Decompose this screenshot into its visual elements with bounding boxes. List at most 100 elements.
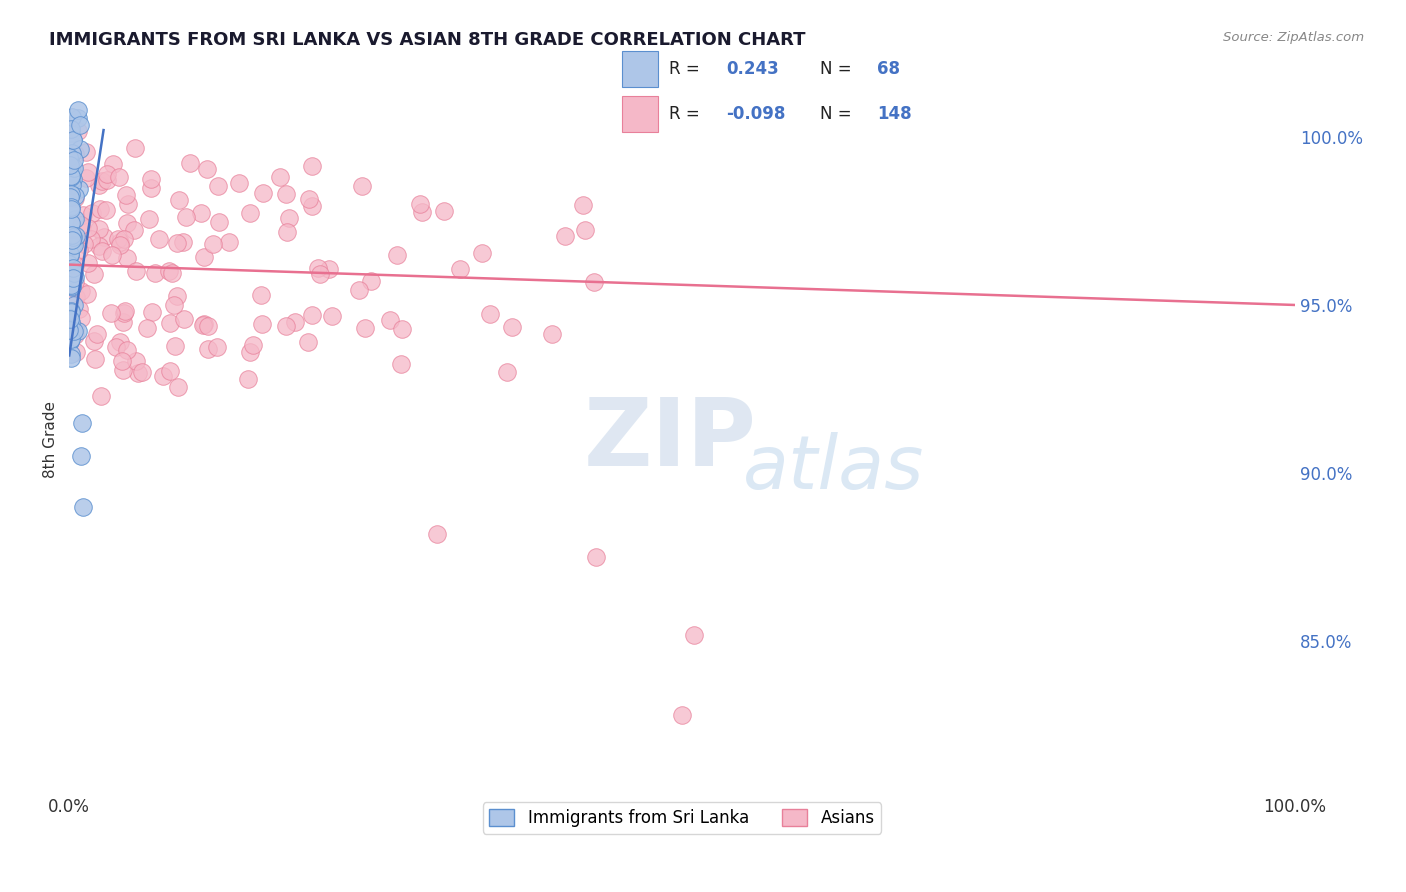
Point: [127, 367, 149, 381]
Point: [83, 268, 105, 282]
Point: [60, 110, 83, 124]
Point: [60, 351, 83, 366]
Point: [62, 260, 84, 275]
Point: [585, 550, 607, 565]
Point: [65, 229, 87, 244]
Point: [479, 307, 502, 321]
Point: [67, 243, 90, 257]
Point: [277, 211, 299, 226]
Point: [157, 264, 180, 278]
Point: [60, 202, 83, 217]
Point: [69, 450, 91, 464]
Point: [60, 279, 83, 293]
Point: [554, 229, 576, 244]
Point: [197, 343, 219, 357]
Point: [65, 191, 87, 205]
Point: [141, 305, 163, 319]
Point: [380, 313, 402, 327]
FancyBboxPatch shape: [623, 51, 658, 87]
Point: [239, 206, 262, 220]
Point: [65, 345, 87, 359]
Point: [122, 223, 145, 237]
Point: [62, 324, 84, 338]
Point: [62, 132, 84, 146]
Point: [65, 258, 87, 272]
Point: [86, 327, 108, 342]
Point: [160, 266, 183, 280]
Point: [115, 216, 138, 230]
Point: [65, 327, 87, 342]
Point: [62, 133, 84, 147]
Point: [62, 267, 84, 281]
Point: [63, 161, 86, 175]
Point: [59, 312, 82, 326]
Point: [143, 266, 166, 280]
Text: N =: N =: [820, 60, 851, 78]
Point: [67, 111, 90, 125]
Legend: Immigrants from Sri Lanka, Asians: Immigrants from Sri Lanka, Asians: [482, 802, 882, 834]
Point: [60, 315, 83, 329]
Point: [70, 416, 93, 430]
Point: [495, 365, 517, 379]
Point: [159, 316, 181, 330]
Point: [107, 232, 129, 246]
Point: [59, 166, 82, 180]
Point: [60, 169, 83, 184]
Point: [65, 147, 87, 161]
Text: IMMIGRANTS FROM SRI LANKA VS ASIAN 8TH GRADE CORRELATION CHART: IMMIGRANTS FROM SRI LANKA VS ASIAN 8TH G…: [49, 31, 806, 49]
Point: [59, 153, 82, 167]
Point: [59, 346, 82, 360]
Point: [471, 245, 494, 260]
Point: [63, 211, 86, 226]
Point: [190, 206, 212, 220]
Point: [350, 179, 373, 194]
Point: [252, 186, 274, 200]
Point: [69, 119, 91, 133]
Point: [318, 261, 340, 276]
Point: [138, 212, 160, 227]
Point: [63, 270, 86, 285]
Point: [60, 216, 83, 230]
Point: [284, 315, 307, 329]
Point: [408, 197, 430, 211]
Point: [124, 140, 146, 154]
Point: [239, 345, 262, 359]
Point: [193, 318, 215, 332]
Point: [65, 232, 87, 246]
Point: [84, 352, 107, 367]
Point: [347, 283, 370, 297]
Point: [115, 251, 138, 265]
Point: [218, 235, 240, 250]
Point: [59, 277, 82, 292]
Point: [301, 309, 323, 323]
Point: [76, 287, 98, 301]
Point: [197, 318, 219, 333]
Point: [572, 198, 595, 212]
Point: [125, 264, 148, 278]
Point: [58, 150, 80, 164]
Point: [205, 340, 228, 354]
Point: [65, 275, 87, 289]
Point: [62, 270, 84, 285]
Point: [59, 310, 82, 325]
Point: [159, 364, 181, 378]
Point: [391, 321, 413, 335]
Point: [141, 172, 163, 186]
Point: [60, 166, 83, 180]
Point: [59, 246, 82, 260]
Point: [77, 221, 100, 235]
Point: [87, 239, 110, 253]
Point: [75, 171, 97, 186]
Point: [59, 122, 82, 136]
Point: [63, 189, 86, 203]
Point: [114, 304, 136, 318]
Point: [65, 321, 87, 335]
Point: [387, 248, 409, 262]
Point: [58, 257, 80, 271]
Point: [112, 306, 135, 320]
Point: [67, 182, 90, 196]
Point: [58, 164, 80, 178]
Point: [69, 311, 91, 326]
Point: [60, 178, 83, 193]
Point: [574, 223, 596, 237]
